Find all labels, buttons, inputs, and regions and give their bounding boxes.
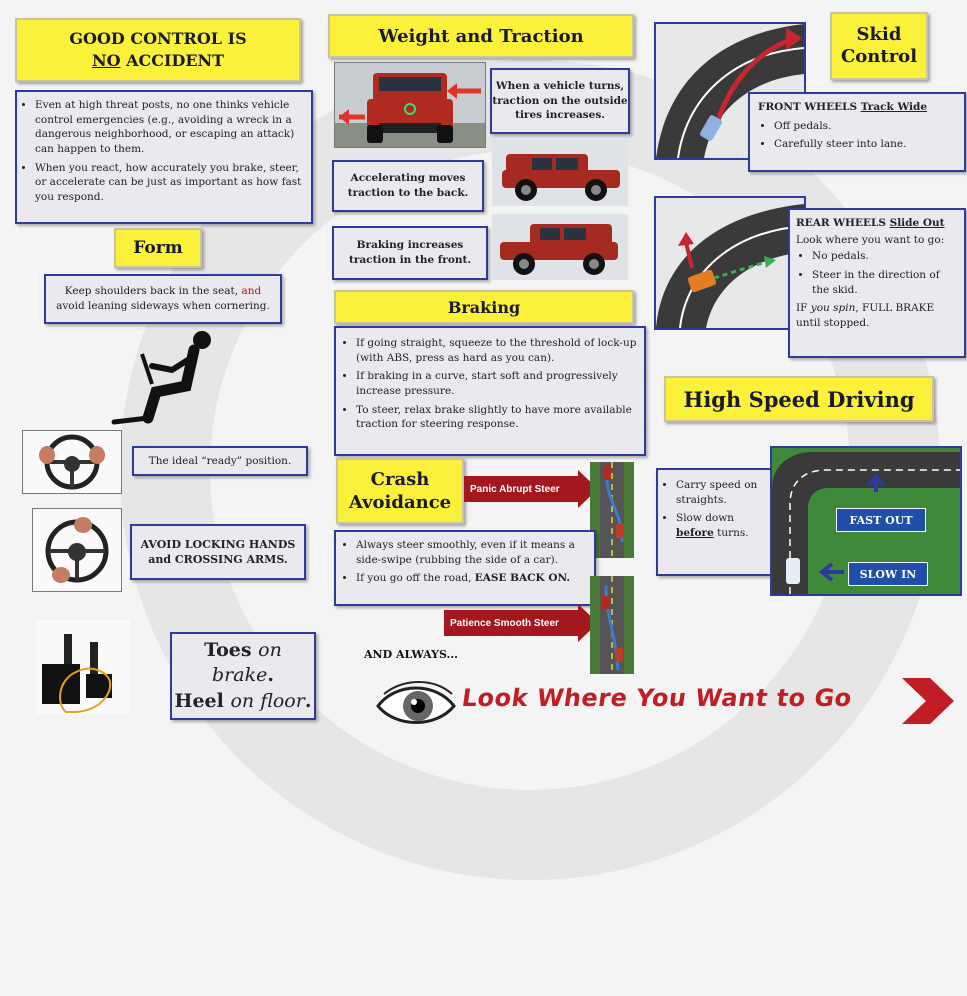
high-speed-box: Carry speed on straights. Slow down befo…: [656, 468, 772, 576]
front-wheels-bullet: Carefully steer into lane.: [774, 137, 958, 152]
accelerating-text: Accelerating moves traction to the back.: [347, 172, 469, 199]
crash-title-line2: Avoidance: [348, 492, 452, 513]
high-speed-bullet: Carry speed on straights.: [676, 478, 766, 507]
rear-wheels-label-underline: Slide Out: [889, 217, 945, 229]
front-wheels-label: FRONT WHEELS: [758, 101, 861, 113]
heel-a: Heel: [174, 689, 231, 712]
steering-wheel-crossed-image: [32, 508, 122, 592]
heel-line: Heel on floor.: [175, 689, 312, 715]
good-control-title-line2: NO ACCIDENT: [92, 50, 224, 72]
patience-steer-arrow: Patience Smooth Steer: [444, 604, 598, 642]
crash-bullet-2a: If you go off the road,: [356, 572, 475, 585]
good-control-box: Even at high threat posts, no one thinks…: [15, 90, 313, 224]
braking-traction-text: Braking increases traction in the front.: [348, 239, 471, 266]
rear-wheels-spin: IF you spin, FULL BRAKE until stopped.: [796, 301, 958, 330]
high-speed-bullet: Slow down before turns.: [676, 511, 766, 540]
form-text-a: Keep shoulders back in the seat,: [64, 285, 242, 298]
braking-bullet: If braking in a curve, start soft and pr…: [356, 369, 638, 398]
good-control-title-rest: ACCIDENT: [120, 51, 225, 70]
rear-wheels-bullet: No pedals.: [812, 249, 958, 264]
crash-bullet: Always steer smoothly, even if it means …: [356, 538, 588, 567]
suv-accel-image: [492, 140, 628, 206]
driver-posture-icon: [111, 331, 211, 425]
rear-wheels-title: REAR WHEELS Slide Out: [796, 216, 958, 231]
suv-brake-image: [492, 214, 628, 280]
look-where-text: Look Where You Want to Go: [460, 684, 854, 712]
panic-steer-arrow: Panic Abrupt Steer: [464, 470, 598, 508]
hs-b2b: before: [676, 527, 714, 540]
heel-b: on floor: [230, 689, 305, 712]
weight-traction-title: Weight and Traction: [378, 25, 584, 47]
good-control-banner: GOOD CONTROL IS NO ACCIDENT: [15, 18, 301, 82]
form-title: Form: [133, 238, 183, 258]
high-speed-turn-image: FAST OUT SLOW IN: [770, 446, 962, 596]
turns-traction-box: When a vehicle turns, traction on the ou…: [490, 68, 630, 134]
toes-heel-box: Toes on brake. Heel on floor.: [170, 632, 316, 720]
avoid-locking-box: AVOID LOCKING HANDS and CROSSING ARMS.: [130, 524, 306, 580]
avoid-locking-text: AVOID LOCKING HANDS and CROSSING ARMS.: [140, 537, 296, 566]
fast-out-label: FAST OUT: [836, 508, 926, 532]
pedal-foot-image: [36, 620, 130, 714]
panic-steer-label: Panic Abrupt Steer: [470, 483, 560, 495]
good-control-bullet: When you react, how accurately you brake…: [35, 161, 305, 205]
crash-box: Always steer smoothly, even if it means …: [334, 530, 596, 606]
front-wheels-box: FRONT WHEELS Track Wide Off pedals. Care…: [748, 92, 966, 172]
rear-wheels-bullet: Steer in the direction of the skid.: [812, 268, 958, 297]
braking-traction-box: Braking increases traction in the front.: [332, 226, 488, 280]
crash-title-line1: Crash: [370, 468, 430, 490]
suv-front-image: [334, 62, 486, 148]
good-control-title-no: NO: [91, 51, 121, 70]
form-banner: Form: [114, 228, 202, 268]
skid-title-line1: Skid: [856, 23, 902, 45]
skid-control-banner: Skid Control: [830, 12, 928, 80]
turns-traction-text: When a vehicle turns, traction on the ou…: [492, 79, 628, 122]
steering-wheel-ready-image: [22, 430, 122, 494]
braking-title: Braking: [447, 297, 521, 317]
toes-b: on brake: [212, 638, 282, 687]
slow-in-label: SLOW IN: [848, 562, 928, 586]
and-always-text: AND ALWAYS...: [364, 648, 459, 661]
rear-spin-b: you spin: [810, 302, 856, 315]
rear-wheel-skid-image: [654, 196, 806, 330]
crash-bullet: If you go off the road, EASE BACK ON.: [356, 571, 588, 586]
toes-a: Toes: [204, 638, 259, 661]
chevron-right-icon: [902, 678, 954, 724]
crash-avoidance-banner: Crash Avoidance: [336, 458, 464, 524]
accelerating-box: Accelerating moves traction to the back.: [332, 160, 484, 212]
good-control-title-line1: GOOD CONTROL IS: [69, 29, 247, 49]
rear-wheels-intro: Look where you want to go:: [796, 233, 945, 246]
form-text-b: avoid leaning sideways when cornering.: [56, 300, 270, 312]
hs-b2c: turns.: [713, 527, 749, 540]
front-wheels-bullet: Off pedals.: [774, 119, 958, 134]
toes-c: .: [267, 664, 274, 687]
eye-icon: [376, 681, 456, 724]
rear-wheels-box: REAR WHEELS Slide Out Look where you wan…: [788, 208, 966, 358]
front-wheels-title: FRONT WHEELS Track Wide: [758, 100, 958, 115]
heel-c: .: [304, 689, 312, 712]
form-text-and: and: [241, 285, 262, 298]
high-speed-title: High Speed Driving: [683, 386, 915, 412]
good-control-bullet: Even at high threat posts, no one thinks…: [35, 98, 305, 157]
braking-bullet: If going straight, squeeze to the thresh…: [356, 336, 638, 365]
braking-box: If going straight, squeeze to the thresh…: [334, 326, 646, 456]
ready-position-box: The ideal “ready” position.: [132, 446, 308, 476]
crash-bullet-2b: EASE BACK ON.: [474, 572, 571, 585]
hs-b2a: Slow down: [676, 512, 734, 525]
braking-banner: Braking: [334, 290, 634, 324]
high-speed-banner: High Speed Driving: [664, 376, 934, 422]
rear-wheels-label: REAR WHEELS: [796, 217, 890, 229]
patience-steer-label: Patience Smooth Steer: [450, 617, 559, 629]
toes-line: Toes on brake.: [172, 638, 314, 689]
panic-steer-road-image: [590, 462, 634, 558]
front-wheels-label-underline: Track Wide: [860, 101, 928, 113]
smooth-steer-road-image: [590, 576, 634, 674]
braking-bullet: To steer, relax brake slightly to have m…: [356, 403, 638, 432]
form-text: Keep shoulders back in the seat, and avo…: [52, 284, 274, 313]
rear-spin-c: , FULL BRAKE until stopped.: [796, 302, 935, 330]
skid-title-line2: Control: [840, 46, 918, 67]
weight-traction-banner: Weight and Traction: [328, 14, 634, 58]
form-box: Keep shoulders back in the seat, and avo…: [44, 274, 282, 324]
rear-spin-a: IF: [796, 302, 811, 315]
ready-position-text: The ideal “ready” position.: [148, 454, 292, 467]
